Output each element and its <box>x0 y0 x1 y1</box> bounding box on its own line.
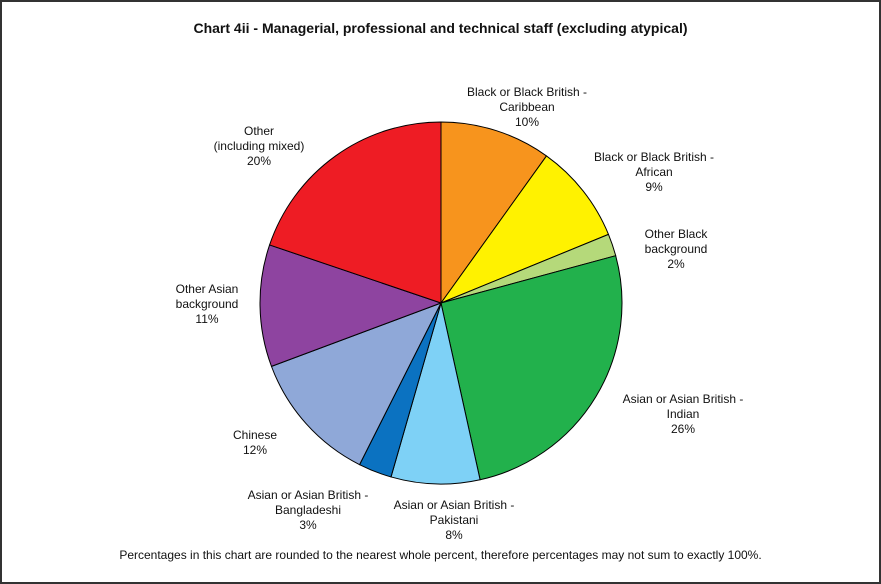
pie-slice <box>269 121 442 304</box>
chart-title: Chart 4ii - Managerial, professional and… <box>193 20 688 36</box>
pie-slice <box>270 302 442 466</box>
pie-slice <box>390 302 481 485</box>
chart-footnote: Percentages in this chart are rounded to… <box>119 548 762 562</box>
pie-slice <box>440 121 547 304</box>
pie-slice <box>259 244 442 367</box>
slice-label: Black or Black British -Caribbean 10% <box>467 85 587 129</box>
slice-label: Asian or Asian British -Indian 26% <box>623 392 744 436</box>
slice-label: Asian or Asian British -Bangladeshi 3% <box>248 488 369 532</box>
pie-slice <box>440 155 609 304</box>
slice-label: Other Asian background 11% <box>176 282 239 326</box>
slice-label: Asian or Asian British -Pakistani 8% <box>394 498 515 542</box>
slice-label: Other Black background 2% <box>645 227 709 271</box>
slice-label: Chinese 12% <box>233 428 277 457</box>
slice-label: Black or Black British -African 9% <box>594 150 714 194</box>
pie-slice <box>440 255 623 481</box>
slice-label: Other (including mixed) 20% <box>214 124 305 168</box>
